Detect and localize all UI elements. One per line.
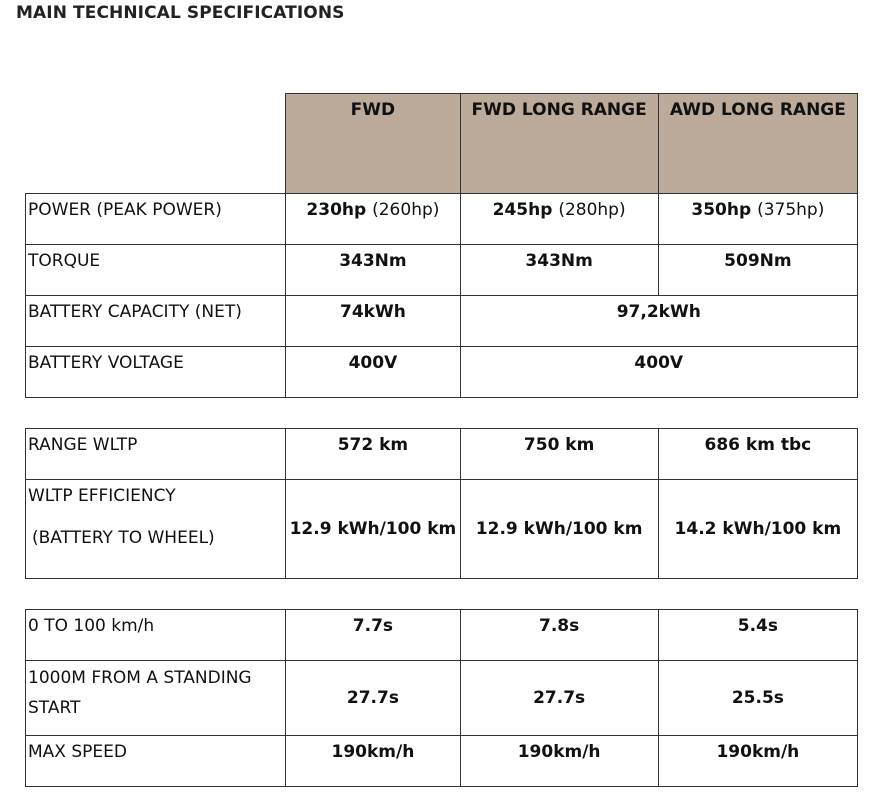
- power-awdlr-peak: (375hp): [757, 200, 825, 220]
- row-label-max-speed: MAX SPEED: [24, 735, 287, 787]
- column-header-fwd: FWD: [285, 93, 461, 194]
- cell-max-speed-fwd-long-range: 190km/h: [459, 735, 659, 787]
- table-row-acceleration: 0 TO 100 km/h 7.7s 7.8s 5.4s: [24, 609, 859, 661]
- cell-acceleration-awd-long-range: 5.4s: [657, 609, 859, 661]
- cell-battery-voltage-long-range: 400V: [459, 346, 859, 398]
- cell-range-fwd-long-range: 750 km: [459, 428, 659, 480]
- row-label-acceleration: 0 TO 100 km/h: [24, 609, 287, 661]
- cell-efficiency-awd-long-range: 14.2 kWh/100 km: [657, 479, 859, 579]
- row-label-battery-voltage: BATTERY VOLTAGE: [24, 346, 287, 398]
- spec-table-range-efficiency: RANGE WLTP 572 km 750 km 686 km tbc WLTP…: [24, 428, 859, 579]
- power-fwdlr-value: 245hp: [492, 200, 553, 220]
- header-blank-cell: [26, 94, 286, 194]
- cell-torque-fwd-long-range: 343Nm: [459, 244, 659, 296]
- spec-table-acceleration-speed: 0 TO 100 km/h 7.7s 7.8s 5.4s 1000M FROM …: [24, 609, 859, 787]
- cell-range-awd-long-range: 686 km tbc: [657, 428, 859, 480]
- cell-max-speed-fwd: 190km/h: [285, 735, 461, 787]
- cell-acceleration-fwd: 7.7s: [285, 609, 461, 661]
- cell-torque-fwd: 343Nm: [285, 244, 461, 296]
- cell-power-awd-long-range: 350hp (375hp): [657, 193, 859, 245]
- cell-battery-capacity-long-range: 97,2kWh: [459, 295, 859, 347]
- cell-battery-voltage-fwd: 400V: [285, 346, 461, 398]
- cell-range-fwd: 572 km: [285, 428, 461, 480]
- table-row-battery-voltage: BATTERY VOLTAGE 400V 400V: [24, 346, 859, 398]
- row-label-standing-start: 1000M FROM A STANDING START: [24, 660, 287, 736]
- cell-standing-start-fwd-long-range: 27.7s: [459, 660, 659, 736]
- cell-efficiency-fwd: 12.9 kWh/100 km: [285, 479, 461, 579]
- table-row-power: POWER (PEAK POWER) 230hp (260hp) 245hp (…: [24, 193, 859, 245]
- cell-standing-start-fwd: 27.7s: [285, 660, 461, 736]
- row-label-torque: TORQUE: [24, 244, 287, 296]
- power-fwd-value: 230hp: [306, 200, 367, 220]
- cell-power-fwd-long-range: 245hp (280hp): [459, 193, 659, 245]
- table-row-standing-start: 1000M FROM A STANDING START 27.7s 27.7s …: [24, 660, 859, 736]
- row-label-range: RANGE WLTP: [24, 428, 287, 480]
- table-row-efficiency: WLTP EFFICIENCY (BATTERY TO WHEEL) 12.9 …: [24, 479, 859, 579]
- cell-battery-capacity-fwd: 74kWh: [285, 295, 461, 347]
- column-header-awd-long-range: AWD LONG RANGE: [657, 93, 859, 194]
- table-row-max-speed: MAX SPEED 190km/h 190km/h 190km/h: [24, 735, 859, 787]
- cell-power-fwd: 230hp (260hp): [285, 193, 461, 245]
- row-label-battery-capacity: BATTERY CAPACITY (NET): [24, 295, 287, 347]
- power-fwdlr-peak: (280hp): [558, 200, 626, 220]
- row-label-efficiency: WLTP EFFICIENCY (BATTERY TO WHEEL): [24, 479, 287, 579]
- cell-max-speed-awd-long-range: 190km/h: [657, 735, 859, 787]
- cell-torque-awd-long-range: 509Nm: [657, 244, 859, 296]
- spec-table-performance-battery: FWD FWD LONG RANGE AWD LONG RANGE POWER …: [24, 93, 859, 398]
- cell-efficiency-fwd-long-range: 12.9 kWh/100 km: [459, 479, 659, 579]
- table-row-range: RANGE WLTP 572 km 750 km 686 km tbc: [24, 428, 859, 480]
- cell-standing-start-awd-long-range: 25.5s: [657, 660, 859, 736]
- row-label-power: POWER (PEAK POWER): [24, 193, 287, 245]
- efficiency-label: WLTP EFFICIENCY: [28, 486, 176, 506]
- table-row-battery-capacity: BATTERY CAPACITY (NET) 74kWh 97,2kWh: [24, 295, 859, 347]
- table-row-torque: TORQUE 343Nm 343Nm 509Nm: [24, 244, 859, 296]
- cell-acceleration-fwd-long-range: 7.8s: [459, 609, 659, 661]
- power-fwd-peak: (260hp): [372, 200, 440, 220]
- column-header-fwd-long-range: FWD LONG RANGE: [459, 93, 659, 194]
- power-awdlr-value: 350hp: [691, 200, 752, 220]
- page-title: MAIN TECHNICAL SPECIFICATIONS: [16, 3, 345, 23]
- efficiency-sublabel: (BATTERY TO WHEEL): [32, 528, 215, 548]
- header-row: FWD FWD LONG RANGE AWD LONG RANGE: [26, 93, 859, 194]
